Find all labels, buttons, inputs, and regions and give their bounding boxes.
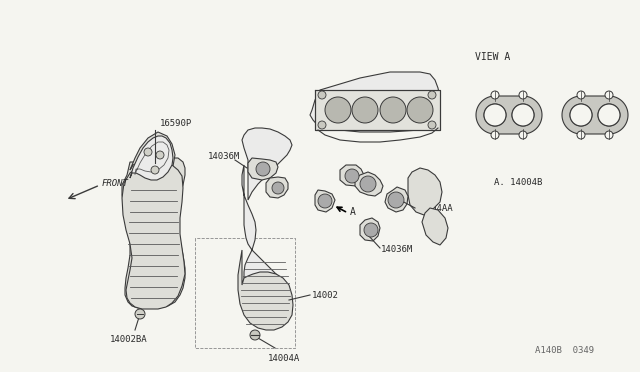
Circle shape bbox=[428, 91, 436, 99]
Circle shape bbox=[345, 169, 359, 183]
Text: A: A bbox=[350, 207, 356, 217]
Circle shape bbox=[484, 104, 506, 126]
Polygon shape bbox=[562, 96, 628, 134]
Text: A: A bbox=[579, 122, 583, 131]
Polygon shape bbox=[130, 136, 173, 180]
Text: 14036M: 14036M bbox=[208, 151, 240, 160]
Polygon shape bbox=[242, 165, 290, 306]
Circle shape bbox=[318, 91, 326, 99]
Circle shape bbox=[360, 176, 376, 192]
Text: A: A bbox=[607, 122, 611, 131]
Text: 14002: 14002 bbox=[312, 291, 339, 299]
Circle shape bbox=[325, 97, 351, 123]
Circle shape bbox=[570, 104, 592, 126]
Text: 14036M: 14036M bbox=[381, 244, 413, 253]
Circle shape bbox=[256, 162, 270, 176]
Circle shape bbox=[151, 166, 159, 174]
Circle shape bbox=[380, 97, 406, 123]
Polygon shape bbox=[248, 158, 278, 180]
Text: A: A bbox=[579, 99, 583, 108]
Text: VIEW A: VIEW A bbox=[475, 52, 510, 62]
Circle shape bbox=[156, 151, 164, 159]
Text: A: A bbox=[607, 99, 611, 108]
Circle shape bbox=[250, 330, 260, 340]
Circle shape bbox=[388, 192, 404, 208]
Text: A: A bbox=[493, 122, 497, 131]
Circle shape bbox=[519, 91, 527, 99]
Circle shape bbox=[491, 131, 499, 139]
Polygon shape bbox=[266, 177, 288, 198]
Circle shape bbox=[428, 121, 436, 129]
Text: 14002BA: 14002BA bbox=[110, 335, 148, 344]
Circle shape bbox=[318, 194, 332, 208]
Circle shape bbox=[570, 104, 592, 126]
Text: A. 14004B: A. 14004B bbox=[494, 178, 542, 187]
Circle shape bbox=[512, 104, 534, 126]
Text: FRONT: FRONT bbox=[102, 179, 129, 187]
Circle shape bbox=[598, 104, 620, 126]
Text: 16590P: 16590P bbox=[160, 119, 192, 128]
Circle shape bbox=[512, 104, 534, 126]
Polygon shape bbox=[315, 90, 440, 130]
Circle shape bbox=[598, 104, 620, 126]
Circle shape bbox=[407, 97, 433, 123]
Polygon shape bbox=[238, 250, 293, 330]
Polygon shape bbox=[122, 158, 185, 308]
Polygon shape bbox=[130, 132, 175, 178]
Circle shape bbox=[605, 91, 613, 99]
Polygon shape bbox=[310, 72, 440, 132]
Polygon shape bbox=[122, 163, 185, 309]
Circle shape bbox=[272, 182, 284, 194]
Polygon shape bbox=[408, 168, 442, 215]
Circle shape bbox=[352, 97, 378, 123]
Circle shape bbox=[144, 148, 152, 156]
Text: A140B  0349: A140B 0349 bbox=[535, 346, 594, 355]
Text: A: A bbox=[521, 122, 525, 131]
Text: A: A bbox=[521, 99, 525, 108]
Text: 14004A: 14004A bbox=[268, 354, 300, 363]
Text: 14004AA: 14004AA bbox=[416, 203, 454, 212]
Polygon shape bbox=[476, 96, 542, 134]
Polygon shape bbox=[242, 128, 292, 200]
Circle shape bbox=[519, 131, 527, 139]
Circle shape bbox=[484, 104, 506, 126]
Polygon shape bbox=[355, 172, 383, 196]
Text: A: A bbox=[493, 99, 497, 108]
Circle shape bbox=[577, 91, 585, 99]
Polygon shape bbox=[422, 208, 448, 245]
Polygon shape bbox=[360, 218, 380, 241]
Polygon shape bbox=[315, 190, 335, 212]
Circle shape bbox=[364, 223, 378, 237]
Circle shape bbox=[135, 309, 145, 319]
Circle shape bbox=[491, 91, 499, 99]
Circle shape bbox=[605, 131, 613, 139]
Circle shape bbox=[318, 121, 326, 129]
Circle shape bbox=[577, 131, 585, 139]
Polygon shape bbox=[385, 187, 408, 212]
Polygon shape bbox=[340, 165, 364, 186]
